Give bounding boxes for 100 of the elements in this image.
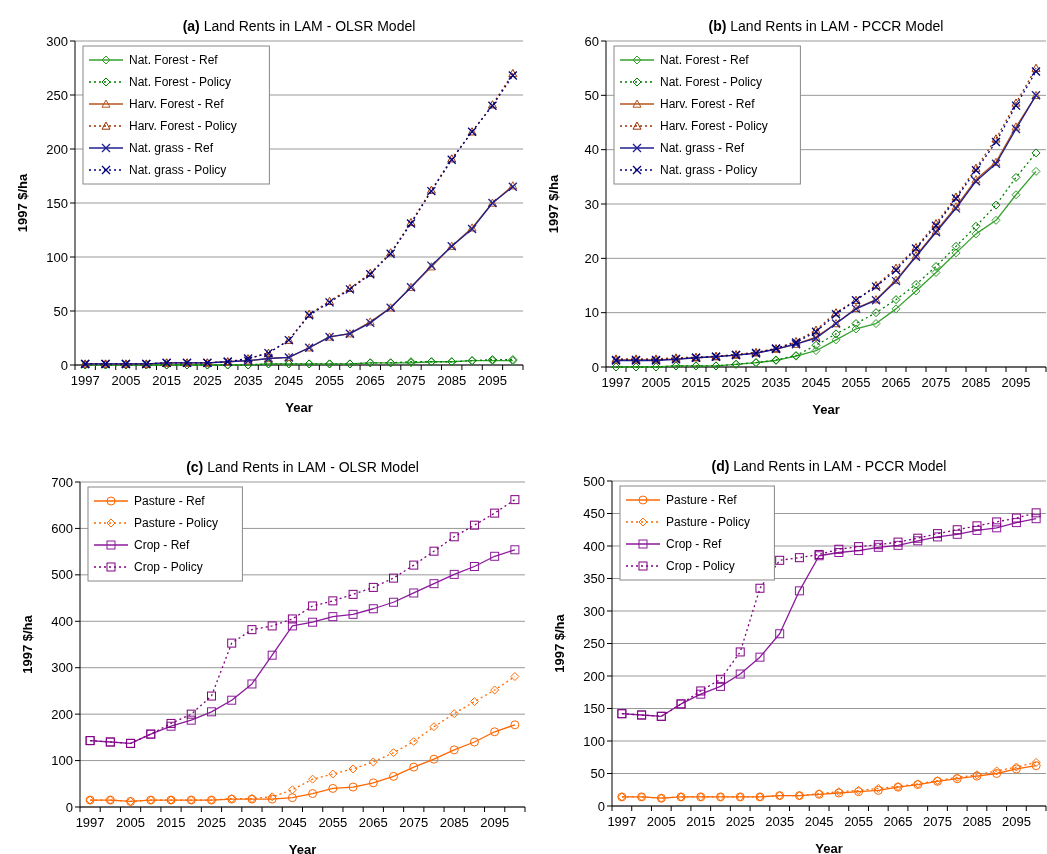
y-tick-label: 300 <box>583 603 605 619</box>
x-tick-label: 2015 <box>152 373 182 388</box>
legend-label: Harv. Forest - Policy <box>660 119 768 134</box>
x-axis-title: Year <box>812 402 840 417</box>
y-tick-label: 100 <box>583 733 605 749</box>
legend-label: Nat. grass - Policy <box>129 163 227 178</box>
y-axis-title: 1997 $/ha <box>20 614 35 674</box>
y-tick-label: 300 <box>51 660 73 676</box>
y-tick-label: 200 <box>51 706 73 722</box>
x-tick-label: 2005 <box>111 373 141 388</box>
x-tick-label: 2095 <box>480 815 510 830</box>
x-tick-label: 1997 <box>601 375 631 390</box>
x-tick-label: 2055 <box>841 375 871 390</box>
legend-label: Nat. grass - Ref <box>129 141 214 156</box>
y-axis-title: 1997 $/ha <box>546 173 561 234</box>
chart-title: (b) Land Rents in LAM - PCCR Model <box>708 18 944 34</box>
x-tick-label: 2025 <box>725 814 755 829</box>
legend-label: Nat. grass - Policy <box>660 163 758 178</box>
x-tick-label: 2045 <box>277 815 307 830</box>
x-tick-label: 2035 <box>233 373 263 388</box>
y-tick-label: 450 <box>583 506 605 522</box>
legend-label: Nat. grass - Ref <box>660 141 745 156</box>
y-tick-label: 50 <box>590 766 605 782</box>
legend-label: Harv. Forest - Ref <box>660 97 756 112</box>
y-tick-label: 60 <box>584 33 599 49</box>
y-tick-label: 20 <box>584 250 599 266</box>
x-tick-label: 2005 <box>641 375 671 390</box>
x-tick-label: 2065 <box>881 375 911 390</box>
y-tick-label: 200 <box>583 668 605 684</box>
x-tick-label: 2035 <box>765 814 795 829</box>
x-axis-title: Year <box>285 400 313 415</box>
x-tick-label: 2035 <box>237 815 267 830</box>
x-tick-label: 2015 <box>686 814 716 829</box>
chart-title: (c) Land Rents in LAM - OLSR Model <box>186 459 419 475</box>
x-tick-label: 2005 <box>116 815 146 830</box>
legend-label: Pasture - Policy <box>666 515 751 530</box>
y-tick-label: 10 <box>584 305 599 321</box>
legend-label: Pasture - Ref <box>134 494 206 509</box>
x-tick-label: 1997 <box>70 373 100 388</box>
x-tick-label: 2065 <box>358 815 388 830</box>
x-tick-label: 2075 <box>399 815 429 830</box>
legend-label: Pasture - Ref <box>666 493 738 508</box>
y-tick-label: 30 <box>584 196 599 212</box>
x-tick-label: 2015 <box>156 815 186 830</box>
y-tick-label: 0 <box>591 359 599 375</box>
y-tick-label: 250 <box>583 636 605 652</box>
legend-label: Harv. Forest - Ref <box>129 97 225 112</box>
y-tick-label: 150 <box>46 195 68 211</box>
x-tick-label: 2075 <box>396 373 426 388</box>
x-tick-label: 2085 <box>961 375 991 390</box>
y-tick-label: 250 <box>46 87 68 103</box>
y-tick-label: 300 <box>46 33 68 49</box>
y-tick-label: 700 <box>51 474 73 490</box>
y-tick-label: 400 <box>583 538 605 554</box>
x-tick-label: 2015 <box>681 375 711 390</box>
legend-label: Crop - Policy <box>134 560 203 575</box>
x-tick-label: 2045 <box>804 814 834 829</box>
x-tick-label: 2025 <box>192 373 222 388</box>
x-tick-label: 2045 <box>274 373 304 388</box>
y-axis-title: 1997 $/ha <box>552 613 567 673</box>
x-tick-label: 2025 <box>197 815 226 830</box>
x-tick-label: 2075 <box>921 375 951 390</box>
x-tick-label: 1997 <box>607 814 637 829</box>
y-tick-label: 0 <box>597 798 605 814</box>
y-tick-label: 50 <box>53 303 68 319</box>
x-tick-label: 1997 <box>75 815 105 830</box>
x-tick-label: 2005 <box>646 814 676 829</box>
y-tick-label: 100 <box>46 249 68 265</box>
x-tick-label: 2075 <box>923 814 952 829</box>
x-tick-label: 2095 <box>477 373 507 388</box>
chart-title: (a) Land Rents in LAM - OLSR Model <box>182 18 416 34</box>
x-tick-label: 2055 <box>315 373 345 388</box>
y-tick-label: 100 <box>51 753 73 769</box>
x-tick-label: 2085 <box>439 815 469 830</box>
legend-label: Nat. Forest - Policy <box>660 75 763 90</box>
legend-label: Crop - Ref <box>134 538 191 553</box>
y-tick-label: 600 <box>51 520 73 536</box>
y-tick-label: 0 <box>60 357 68 373</box>
x-axis-title: Year <box>288 842 317 854</box>
x-tick-label: 2085 <box>962 814 992 829</box>
y-tick-label: 350 <box>583 571 605 587</box>
legend-label: Crop - Ref <box>666 537 723 552</box>
y-tick-label: 500 <box>583 473 605 489</box>
legend-label: Harv. Forest - Policy <box>129 119 237 134</box>
y-tick-label: 50 <box>584 87 599 103</box>
legend-label: Crop - Policy <box>666 559 735 574</box>
x-tick-label: 2045 <box>801 375 831 390</box>
x-tick-label: 2055 <box>844 814 874 829</box>
y-tick-label: 150 <box>583 701 605 717</box>
x-tick-label: 2065 <box>883 814 913 829</box>
x-tick-label: 2065 <box>355 373 385 388</box>
x-tick-label: 2085 <box>437 373 467 388</box>
legend-label: Nat. Forest - Ref <box>660 53 750 68</box>
legend-label: Nat. Forest - Policy <box>129 75 232 90</box>
legend-label: Pasture - Policy <box>134 516 219 531</box>
x-tick-label: 2095 <box>1001 814 1031 829</box>
y-tick-label: 40 <box>584 142 599 158</box>
x-tick-label: 2025 <box>721 375 751 390</box>
y-tick-label: 400 <box>51 613 73 629</box>
y-tick-label: 500 <box>51 567 73 583</box>
